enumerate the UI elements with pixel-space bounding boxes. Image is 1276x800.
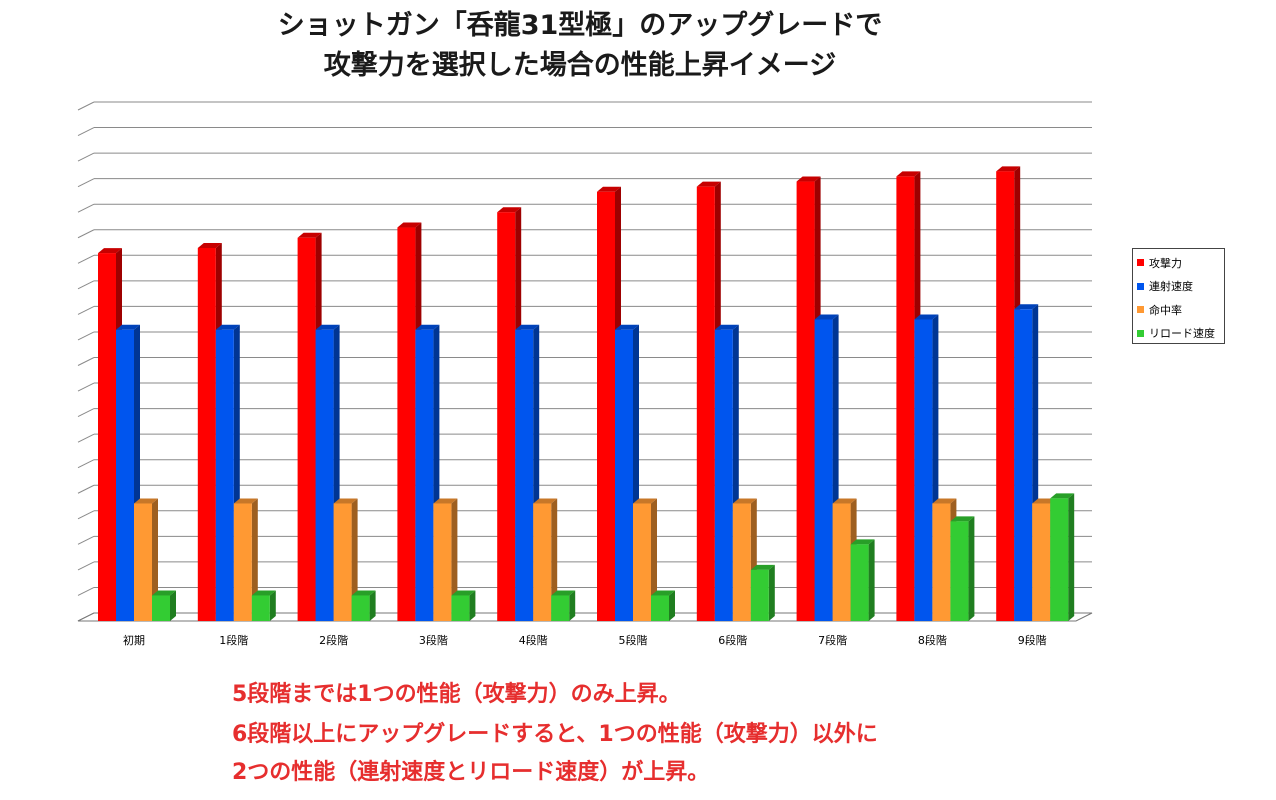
legend-swatch (1137, 259, 1144, 267)
legend-label: 連射速度 (1149, 280, 1193, 294)
gridline-depth (77, 331, 95, 341)
bar-3-3 (451, 590, 476, 621)
legend-item: リロード速度 (1137, 322, 1224, 346)
x-tick-label: 7段階 (818, 633, 847, 647)
gridline-depth (77, 433, 95, 443)
legend-label: 攻撃力 (1149, 256, 1182, 270)
legend-item: 連射速度 (1137, 275, 1224, 299)
bar-3-9 (1050, 493, 1075, 621)
gridline-depth (77, 510, 95, 520)
bar-3-4 (551, 590, 576, 621)
legend-swatch (1137, 329, 1144, 337)
legend-item: 攻撃力 (1137, 251, 1224, 275)
bar-2-2 (333, 498, 358, 621)
legend-label: 命中率 (1149, 303, 1182, 317)
bar-3-2 (351, 590, 376, 621)
x-tick-label: 8段階 (918, 633, 947, 647)
bar-2-1 (233, 498, 258, 621)
gridline-depth (77, 587, 95, 596)
x-tick-label: 9段階 (1018, 633, 1047, 647)
gridline-depth (77, 357, 95, 366)
x-tick-label: 2段階 (319, 633, 348, 647)
x-tick-label: 1段階 (219, 633, 248, 647)
bar-3-1 (251, 590, 276, 621)
bar-2-0 (134, 498, 158, 621)
legend-item: 命中率 (1137, 298, 1224, 322)
chart-title-line-1: ショットガン「呑龍31型極」のアップグレードで (277, 10, 883, 41)
legend-label: リロード速度 (1149, 327, 1215, 341)
gridline-depth (77, 254, 95, 264)
gridline-depth (77, 152, 95, 162)
gridline-depth (77, 459, 95, 469)
bar-3-0 (152, 590, 176, 621)
bar-2-4 (533, 498, 558, 621)
bar-2-3 (433, 498, 458, 621)
gridline-depth (77, 101, 95, 111)
chart-legend: 攻撃力連射速度命中率リロード速度 (1132, 248, 1225, 344)
gridline-depth (77, 561, 95, 571)
chart-bars (98, 166, 1075, 622)
legend-swatch (1137, 306, 1144, 314)
bar-3-8 (950, 516, 975, 621)
gridline-depth (77, 408, 95, 418)
gridline-depth (77, 127, 95, 136)
gridline-depth (77, 535, 95, 545)
gridline-depth (77, 382, 95, 392)
gridline-depth (77, 178, 95, 188)
chart-x-tick-labels: 初期 1段階 2段階 3段階 4段階 5段階 6段階 7段階 8段階 9段階 (123, 633, 1047, 647)
x-tick-label: 6段階 (718, 633, 747, 647)
x-tick-label: 5段階 (619, 633, 648, 647)
x-tick-label: 初期 (123, 633, 145, 647)
bar-2-5 (633, 498, 657, 621)
note-line-1: 5段階までは1つの性能（攻撃力）のみ上昇。 (232, 682, 681, 707)
chart-title-line-2: 攻撃力を選択した場合の性能上昇イメージ (323, 50, 837, 81)
note-line-3: 2つの性能（連射速度とリロード速度）が上昇。 (232, 760, 710, 785)
x-tick-label: 4段階 (519, 633, 548, 647)
bar-3-7 (850, 539, 875, 621)
legend-swatch (1137, 282, 1144, 290)
gridline-depth (77, 203, 95, 213)
bar-1-6 (714, 324, 739, 621)
gridline-depth (77, 484, 95, 494)
gridline-depth (77, 305, 95, 315)
gridline-depth (77, 280, 95, 290)
gridline-depth (77, 229, 95, 239)
bar-3-5 (651, 590, 675, 621)
bar-3-6 (750, 564, 775, 621)
x-tick-label: 3段階 (419, 633, 448, 647)
note-line-2: 6段階以上にアップグレードすると、1つの性能（攻撃力）以外に (232, 722, 878, 747)
